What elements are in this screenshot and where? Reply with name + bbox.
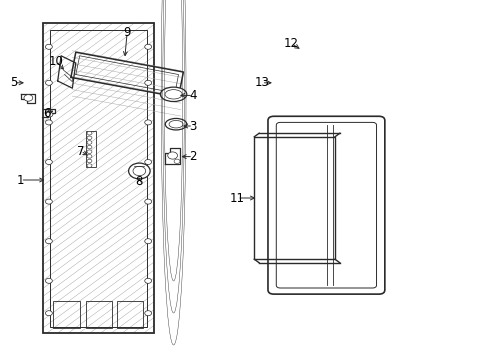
Bar (53, 301, 80, 328)
Text: 4: 4 (189, 89, 197, 102)
Bar (85, 301, 112, 328)
Circle shape (45, 80, 52, 85)
Text: 2: 2 (189, 150, 197, 163)
Text: 6: 6 (42, 107, 50, 120)
Text: 9: 9 (123, 26, 131, 39)
Text: 7: 7 (77, 145, 84, 158)
Circle shape (144, 80, 151, 85)
Circle shape (45, 159, 52, 165)
Circle shape (24, 95, 33, 101)
Circle shape (87, 131, 92, 135)
Circle shape (87, 141, 92, 144)
Circle shape (144, 159, 151, 165)
Circle shape (87, 154, 92, 158)
Circle shape (144, 44, 151, 49)
Circle shape (45, 120, 52, 125)
Text: 12: 12 (283, 37, 298, 50)
Circle shape (128, 163, 150, 179)
Circle shape (133, 166, 145, 176)
Circle shape (45, 278, 52, 283)
Circle shape (45, 199, 52, 204)
Circle shape (167, 152, 177, 159)
Ellipse shape (169, 121, 183, 128)
Circle shape (144, 239, 151, 244)
Ellipse shape (160, 87, 186, 102)
Bar (43, 23, 154, 333)
Circle shape (45, 311, 52, 316)
Text: 5: 5 (10, 76, 18, 89)
Circle shape (46, 112, 53, 117)
Circle shape (87, 150, 92, 153)
Text: 3: 3 (189, 120, 197, 132)
Circle shape (144, 278, 151, 283)
Ellipse shape (164, 90, 182, 99)
Text: 1: 1 (17, 174, 24, 186)
Bar (117, 301, 142, 328)
Circle shape (45, 44, 52, 49)
Circle shape (45, 239, 52, 244)
Circle shape (144, 311, 151, 316)
Circle shape (87, 145, 92, 149)
Text: 8: 8 (135, 175, 143, 188)
Bar (85, 131, 96, 167)
Text: 11: 11 (229, 192, 244, 204)
Circle shape (174, 159, 180, 163)
Circle shape (144, 120, 151, 125)
Bar (50, 30, 146, 327)
Circle shape (87, 136, 92, 140)
Circle shape (144, 199, 151, 204)
Text: 13: 13 (254, 76, 268, 89)
Text: 10: 10 (49, 55, 63, 68)
Ellipse shape (165, 118, 186, 130)
Circle shape (87, 159, 92, 163)
Circle shape (87, 164, 92, 167)
